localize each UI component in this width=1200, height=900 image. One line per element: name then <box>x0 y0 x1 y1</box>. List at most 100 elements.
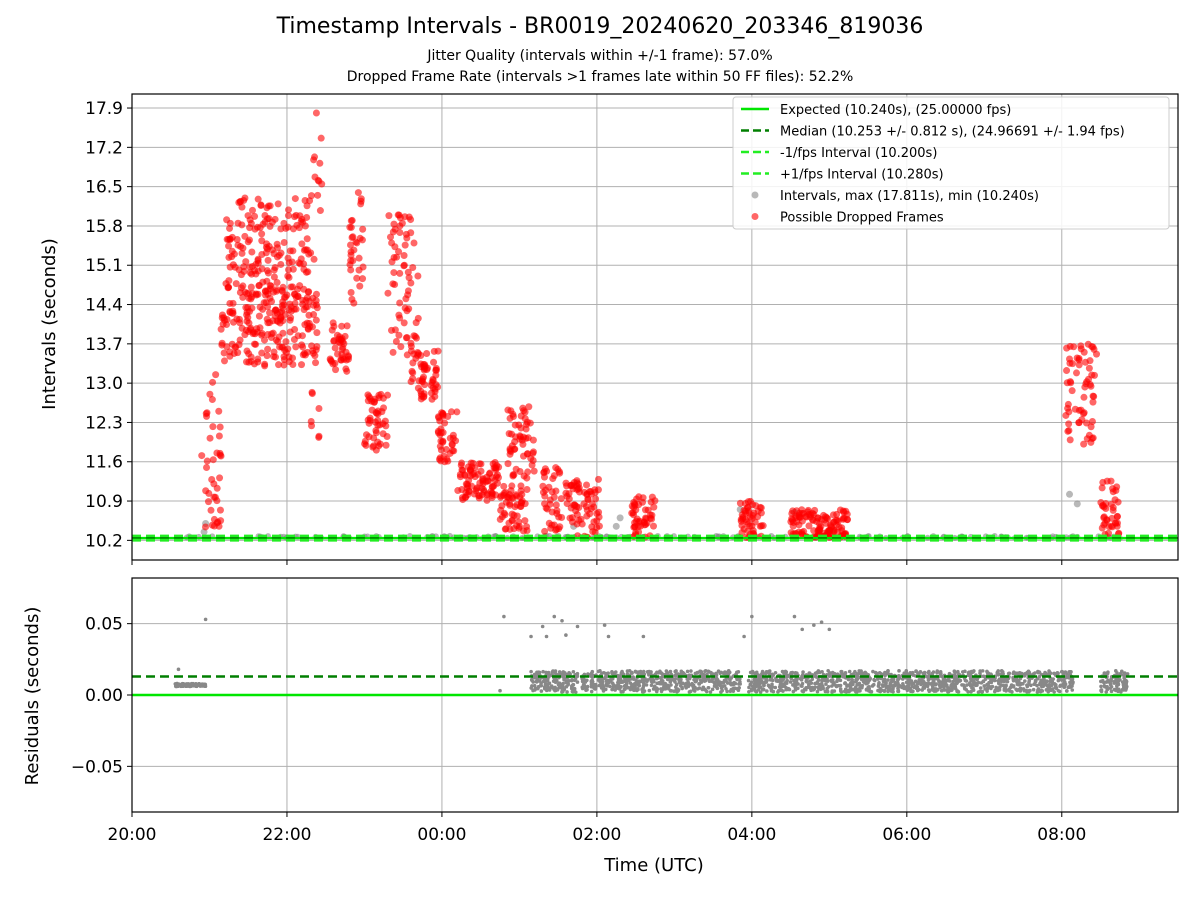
residual-point <box>792 681 797 686</box>
dropped-frame-point <box>517 482 525 490</box>
dropped-frame-point <box>510 471 518 479</box>
dropped-frame-point <box>391 326 399 334</box>
dropped-frame-point <box>208 521 216 529</box>
residual-point <box>968 676 973 680</box>
dropped-frame-point <box>809 516 817 524</box>
dropped-frame-point <box>649 522 657 530</box>
residual-point <box>1122 683 1127 688</box>
dropped-frame-point <box>647 498 655 506</box>
dropped-frame-point <box>520 452 528 460</box>
residual-point <box>806 685 811 690</box>
dropped-frame-point <box>580 500 588 508</box>
residual-point <box>1070 688 1075 692</box>
dropped-frame-point <box>563 492 571 500</box>
dropped-frame-point <box>385 212 393 220</box>
residual-point <box>692 677 696 682</box>
residual-point <box>889 678 894 682</box>
dropped-frame-point <box>300 285 308 293</box>
residual-point <box>770 678 775 683</box>
dropped-frame-point <box>236 198 244 206</box>
dropped-frame-point <box>263 315 271 323</box>
dropped-frame-point <box>287 307 295 315</box>
dropped-frame-point <box>307 192 315 200</box>
residual-point <box>1113 688 1118 693</box>
residual-point <box>1109 684 1114 689</box>
dropped-frame-point <box>395 331 403 339</box>
dropped-frame-point <box>274 200 282 208</box>
dropped-frame-point <box>342 356 350 364</box>
dropped-frame-point <box>202 410 210 418</box>
residual-point <box>531 680 535 684</box>
residual-point <box>1123 688 1128 692</box>
dropped-frame-point <box>276 343 284 351</box>
residual-point <box>688 689 693 694</box>
dropped-frame-point <box>400 319 408 327</box>
dropped-frame-point <box>407 339 415 347</box>
residual-point <box>1107 680 1112 685</box>
dropped-frame-point <box>337 356 345 364</box>
dropped-frame-point <box>241 331 249 339</box>
residual-point <box>843 670 848 675</box>
residual-point <box>545 678 550 683</box>
dropped-frame-point <box>454 487 462 495</box>
residual-point <box>915 681 920 686</box>
residual-point <box>179 682 184 687</box>
dropped-frame-point <box>251 267 259 275</box>
dropped-frame-point <box>395 311 403 319</box>
residual-point <box>953 671 957 675</box>
dropped-frame-point <box>396 229 404 237</box>
dropped-frame-point <box>839 514 847 522</box>
residual-point <box>1000 677 1004 681</box>
dropped-frame-point <box>263 277 271 285</box>
dropped-frame-point <box>1100 513 1108 521</box>
residual-point <box>996 679 1000 683</box>
dropped-frame-point <box>261 362 269 370</box>
residual-point <box>706 677 711 681</box>
residual-outlier <box>560 619 564 623</box>
dropped-frame-point <box>253 325 261 333</box>
dropped-frame-point <box>493 471 501 479</box>
legend-entry-label: Expected (10.240s), (25.00000 fps) <box>780 103 1011 118</box>
residual-point <box>765 689 769 693</box>
residual-outlier <box>575 624 580 629</box>
dropped-frame-point <box>206 434 214 442</box>
dropped-frame-point <box>1102 499 1110 507</box>
dropped-frame-point <box>302 296 310 304</box>
dropped-frame-point <box>1089 343 1097 351</box>
dropped-frame-point <box>396 269 404 277</box>
dropped-frame-point <box>208 396 216 404</box>
dropped-frame-point <box>420 365 428 373</box>
residual-point <box>958 678 963 683</box>
residual-point <box>683 684 688 688</box>
residual-point <box>855 674 860 678</box>
dropped-frame-point <box>506 500 514 508</box>
dropped-frame-point <box>218 341 226 349</box>
residual-point <box>938 680 943 684</box>
residual-point <box>877 682 881 686</box>
residual-point <box>558 685 563 689</box>
residual-point <box>589 682 594 687</box>
residual-point <box>604 679 609 684</box>
residual-point <box>634 670 638 674</box>
residual-point <box>780 669 785 674</box>
dropped-frame-point <box>515 524 523 532</box>
dropped-frame-point <box>593 517 601 525</box>
residual-point <box>625 672 630 676</box>
residual-point <box>810 677 815 682</box>
residual-point <box>934 689 938 693</box>
dropped-frame-point <box>523 523 531 531</box>
residual-point <box>539 683 544 688</box>
dropped-frame-point <box>308 422 316 430</box>
residual-point <box>529 686 533 690</box>
dropped-frame-point <box>1080 440 1088 448</box>
residual-point <box>807 671 812 675</box>
residual-point <box>921 679 926 684</box>
dropped-frame-point <box>270 273 278 281</box>
residual-point <box>883 683 887 687</box>
residual-point <box>945 678 950 683</box>
dropped-frame-point <box>1088 371 1096 379</box>
residual-point <box>710 677 715 682</box>
dropped-frame-point <box>539 482 547 490</box>
dropped-frame-point <box>226 224 234 232</box>
dropped-frame-point <box>594 475 602 483</box>
